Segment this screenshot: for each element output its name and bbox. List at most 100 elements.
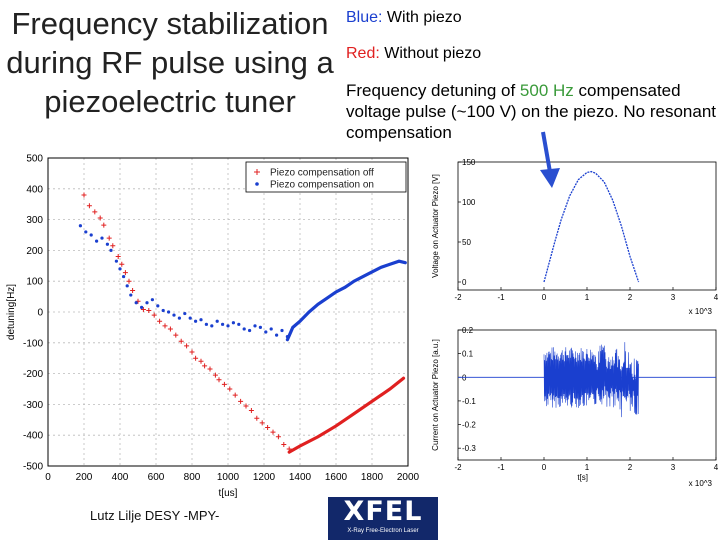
series-0-point-28	[216, 377, 222, 383]
series-1-dense-line-0	[285, 259, 407, 342]
legend-marker-1	[255, 182, 259, 186]
series-1-point-8	[118, 267, 122, 271]
legend-box	[245, 161, 407, 193]
volt-x-tick-label-1: -1	[497, 293, 505, 302]
volt-y-tick-label-3: 0	[462, 278, 467, 287]
series-1-point-2	[89, 233, 93, 237]
series-0-point-5	[106, 235, 112, 241]
x-tick-label-9: 1800	[361, 472, 384, 483]
series-0-point-8	[119, 261, 125, 267]
curr-x-tick-label-5: 3	[671, 463, 676, 472]
series-1-point-26	[210, 324, 214, 328]
series-0-point-34	[248, 408, 254, 414]
series-0-point-23	[193, 355, 199, 361]
series-0-point-18	[167, 326, 173, 332]
series-1-point-31	[237, 322, 241, 326]
series-0-point-21	[184, 343, 190, 349]
series-0-point-13	[140, 307, 146, 313]
series-0-point-35	[254, 415, 260, 421]
desc-post: compensated voltage pulse (~100 V) on th…	[346, 81, 716, 142]
red-note: Red: Without piezo	[346, 44, 481, 64]
volt-y-tick-label-2: 50	[462, 238, 471, 247]
series-0-point-33	[243, 403, 249, 409]
y-tick-label-6: -100	[23, 338, 43, 349]
curr-x-tick-label-2: 0	[542, 463, 547, 472]
footer-author: Lutz Lilje DESY -MPY-	[90, 508, 220, 523]
y-axis-label: detuning[Hz]	[6, 284, 17, 340]
series-1-point-18	[167, 310, 171, 314]
series-1-point-19	[172, 313, 176, 317]
series-0-point-15	[151, 312, 157, 318]
series-1-point-24	[199, 318, 203, 322]
series-0-point-14	[146, 307, 152, 313]
series-0-point-11	[130, 287, 136, 293]
curr-x-tick-label-0: -2	[454, 463, 462, 472]
series-0-point-36	[259, 420, 265, 426]
volt-y-tick-label-0: 150	[462, 158, 476, 167]
legend-label-0: Piezo compensation off	[270, 168, 374, 179]
series-0-point-3	[97, 215, 103, 221]
y-tick-label-7: -200	[23, 369, 43, 380]
series-0-point-29	[221, 381, 227, 387]
blue-note: Blue: With piezo	[346, 8, 462, 28]
x-tick-label-8: 1600	[325, 472, 348, 483]
y-tick-label-10: -500	[23, 462, 43, 473]
logo-sub-text: X-Ray Free-Electron Laser	[347, 528, 419, 534]
series-1-point-23	[194, 319, 198, 323]
blue-note-label: Blue:	[346, 9, 383, 26]
series-0-point-24	[198, 358, 204, 364]
series-0-point-6	[110, 243, 116, 249]
volt-x-tick-label-4: 2	[628, 293, 633, 302]
series-1-point-30	[231, 321, 235, 325]
series-1-point-35	[258, 325, 262, 329]
series-1-point-21	[183, 311, 187, 316]
series-1-point-22	[188, 316, 192, 320]
volt-x-exponent: x 10^3	[689, 307, 713, 316]
series-0-point-25	[202, 363, 208, 369]
voltage-chart: -2 -1 0 1 2 3 4 150 100 50 0 x 10^3 Voltage on Actua…	[431, 158, 719, 316]
series-1-point-3	[95, 239, 99, 243]
red-note-label: Red:	[346, 45, 380, 62]
curr-y-tick-label-1: 0.1	[462, 350, 474, 359]
series-1-point-27	[215, 319, 219, 323]
series-1-point-9	[122, 274, 126, 279]
series-0-point-26	[207, 366, 213, 372]
desc-value: 500 Hz	[519, 81, 574, 100]
curr-x-tick-label-1: -1	[497, 463, 505, 472]
y-tick-label-0: 500	[26, 154, 43, 165]
series-1-point-38	[275, 333, 279, 337]
series-0-point-9	[122, 270, 128, 276]
series-1-point-37	[269, 327, 273, 331]
red-note-text: Without piezo	[379, 45, 482, 62]
series-0-point-17	[162, 323, 168, 329]
curr-x-exponent: x 10^3	[689, 479, 713, 488]
volt-frame	[457, 161, 717, 291]
detuning-chart: 0 200 400 600 800 1000 1200 1400 1600 1800 2000500…	[6, 154, 420, 500]
series-1-point-32	[242, 327, 246, 331]
y-tick-label-4: 100	[26, 277, 43, 288]
y-tick-label-1: 400	[26, 184, 43, 195]
curr-x-tick-label-6: 4	[714, 463, 719, 472]
x-tick-label-7: 1400	[289, 472, 312, 483]
series-0-point-0	[81, 192, 87, 198]
curr-series-oscillation	[543, 342, 639, 418]
curr-y-tick-label-3: -0.1	[462, 397, 476, 406]
series-1-point-36	[264, 330, 268, 334]
pointer-arrow	[540, 131, 560, 188]
plot-frame	[47, 157, 409, 467]
y-tick-label-5: 0	[37, 308, 43, 319]
volt-x-tick-label-3: 1	[585, 293, 590, 302]
volt-x-tick-label-0: -2	[454, 293, 462, 302]
series-0-point-20	[178, 338, 184, 344]
series-1-point-33	[248, 328, 252, 333]
series-0-point-7	[115, 254, 121, 260]
series-1-point-28	[221, 322, 225, 326]
current-chart: -2 -1 0 1 2 3 4 0.2 0.1 0 -0.1 -0.2 -0.3 t[s] x 10^3 Cu…	[431, 326, 719, 488]
arrow-shaft	[541, 131, 552, 173]
series-1-point-16	[156, 304, 160, 308]
x-tick-label-1: 200	[76, 472, 93, 483]
y-tick-label-3: 200	[26, 246, 43, 257]
xfel-logo: XFEL X-Ray Free-Electron Laser	[328, 497, 438, 540]
series-1-point-7	[114, 259, 118, 263]
series-1-point-12	[134, 301, 138, 305]
